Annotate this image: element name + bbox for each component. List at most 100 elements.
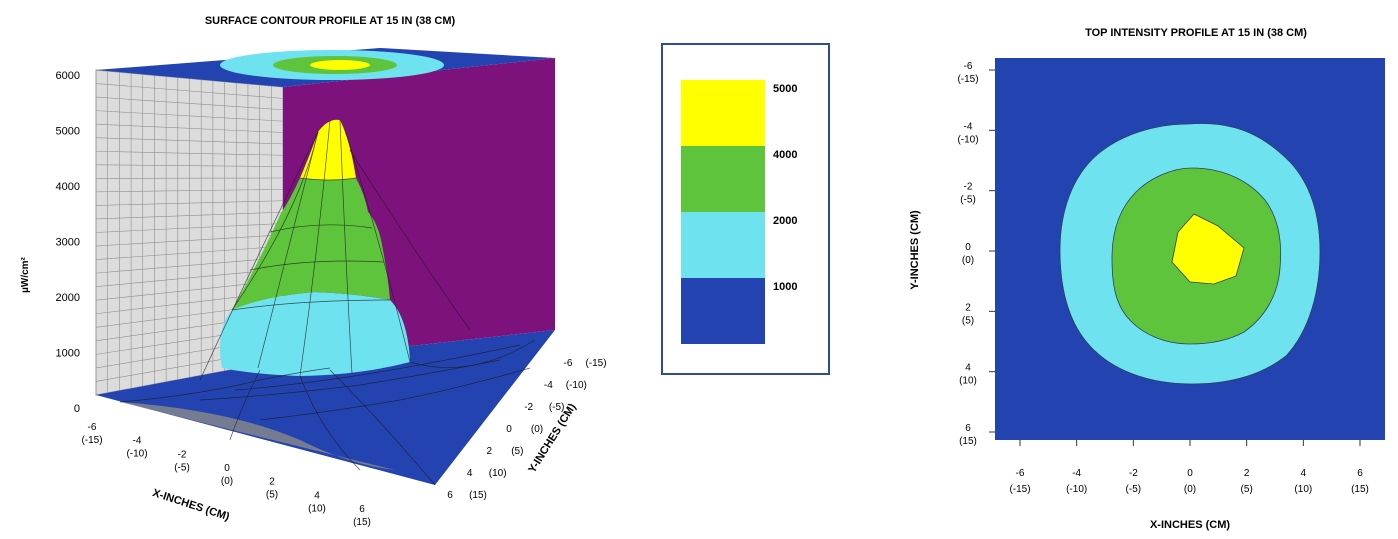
contour-y-tick-sub-label: (0) <box>962 255 974 266</box>
surface-mesh-line <box>349 149 471 331</box>
contour-y-tick-sub-label: (-5) <box>960 195 976 206</box>
surface-mesh-line <box>257 131 319 369</box>
lid-contour-4000 <box>310 60 370 70</box>
wall-gridline <box>95 211 284 220</box>
contour-x-axis-label: X-INCHES (CM) <box>1150 519 1230 531</box>
surface-mesh-line <box>299 119 331 377</box>
y-tick-sub-label: (-5) <box>549 402 565 413</box>
wall-gridline <box>95 96 284 111</box>
y-tick-label: 4 <box>467 468 473 479</box>
wall-gridline <box>95 257 284 274</box>
surface-mesh-line <box>249 260 385 271</box>
contour-y-tick-label: -6 <box>964 61 973 72</box>
legend-swatch <box>681 212 765 278</box>
x-tick-sub-label: (0) <box>221 476 233 487</box>
x-tick-label: 6 <box>359 504 365 515</box>
wall-gridline <box>95 234 284 247</box>
surface-band-1000 <box>219 292 410 376</box>
contour-x-tick-label: 4 <box>1301 468 1307 479</box>
wall-gridline <box>95 164 284 167</box>
z-axis-label: µW/cm² <box>20 256 31 292</box>
x-tick-label: -6 <box>88 422 97 433</box>
surface-mesh-line <box>329 369 436 486</box>
contour-y-tick-sub-label: (10) <box>959 376 977 387</box>
contour-y-tick-sub-label: (15) <box>959 436 977 447</box>
legend-label: 5000 <box>773 83 797 95</box>
legend-label: 1000 <box>773 281 797 293</box>
x-tick-sub-label: (-10) <box>126 449 147 460</box>
contour-x-tick-label: -4 <box>1072 468 1081 479</box>
wall-gridline <box>95 110 284 122</box>
legend-swatch <box>681 278 765 344</box>
z-tick-label: 4000 <box>56 181 80 193</box>
contour-x-tick-label: -6 <box>1016 468 1025 479</box>
wall-gridline <box>95 123 284 133</box>
y-tick-sub-label: (10) <box>489 468 507 479</box>
surface-mesh-line <box>339 119 353 375</box>
x-axis-label: X-INCHES (CM) <box>151 487 231 523</box>
contour-y-tick-label: 4 <box>965 363 971 374</box>
contour-x-tick-sub-label: (5) <box>1241 484 1253 495</box>
contour-x-tick-sub-label: (-15) <box>1009 484 1030 495</box>
contour-y-axis: -6 (-15) -4 (-10) -2 (-5) 0 (0) 2 (5) 4 (10) 6 (15) <box>957 61 995 447</box>
x-axis: -6 (-15) -4 (-10) -2 (-5) 0 (0) 2 (5) 4 (10) 6 (15) <box>81 422 370 528</box>
legend-swatch <box>681 146 765 212</box>
surface-mesh <box>119 119 536 486</box>
contour-band-4000 <box>1171 213 1245 285</box>
contour-y-tick-label: -4 <box>964 121 973 132</box>
surface-chart: SURFACE CONTOUR PROFILE AT 15 IN (38 CM)… <box>20 15 607 528</box>
surface-mesh-line <box>234 344 521 391</box>
contour-y-tick-label: 2 <box>965 302 971 313</box>
floor <box>96 330 555 485</box>
contour-x-tick-sub-label: (-5) <box>1126 484 1142 495</box>
contour-y-axis-label: Y-INCHES (CM) <box>909 210 921 290</box>
contour-y-tick-sub-label: (5) <box>962 315 974 326</box>
z-tick-label: 5000 <box>56 126 80 138</box>
surface-mesh-line <box>299 177 357 181</box>
y-tick-label: -6 <box>564 358 573 369</box>
contour-y-tick-label: 0 <box>965 242 971 253</box>
surface-mesh-line <box>259 367 531 421</box>
z-tick-label: 1000 <box>56 348 80 360</box>
y-tick-label: 2 <box>487 446 493 457</box>
contour-x-tick-sub-label: (-10) <box>1066 484 1087 495</box>
z-tick-label: 3000 <box>56 237 80 249</box>
y-tick-label: -2 <box>524 402 533 413</box>
surface-band-2000-upper <box>280 178 368 215</box>
legend-label: 4000 <box>773 149 797 161</box>
wall-gridline <box>95 83 284 99</box>
surface-band-2000 <box>232 198 390 310</box>
wall-gridline <box>95 150 284 156</box>
contour-y-tick-sub-label: (-15) <box>957 74 978 85</box>
x-tick-sub-label: (-5) <box>174 462 190 473</box>
wall-gridline <box>95 223 284 233</box>
contour-chart-title: TOP INTENSITY PROFILE AT 15 IN (38 CM) <box>1085 27 1307 39</box>
contour-y-tick-sub-label: (-10) <box>957 134 978 145</box>
contour-x-tick-label: 6 <box>1357 468 1363 479</box>
y-tick-sub-label: (15) <box>469 490 487 501</box>
y-tick-label: 6 <box>447 490 453 501</box>
contour-x-tick-sub-label: (10) <box>1294 484 1312 495</box>
wall-gridline <box>95 245 284 260</box>
y-tick-sub-label: (0) <box>531 424 543 435</box>
x-tick-sub-label: (10) <box>308 503 326 514</box>
wall-gridline <box>95 200 284 206</box>
contour-x-tick-label: -2 <box>1129 468 1138 479</box>
y-tick-sub-label: (-15) <box>585 358 606 369</box>
floor-shadow <box>120 402 395 470</box>
surface-mesh-line <box>344 129 411 363</box>
contour-x-tick-sub-label: (15) <box>1351 484 1369 495</box>
contour-x-tick-sub-label: (0) <box>1184 484 1196 495</box>
wall-gridline <box>95 268 284 287</box>
x-tick-label: 4 <box>314 490 320 501</box>
contour-x-axis: -6 (-15) -4 (-10) -2 (-5) 0 (0) 2 (5) 4 (10) 6 (15) <box>1009 440 1369 495</box>
x-tick-label: 2 <box>269 477 275 488</box>
surface-mesh-line <box>231 299 391 311</box>
y-tick-sub-label: (-10) <box>566 380 587 391</box>
y-tick-sub-label: (5) <box>511 446 523 457</box>
surface-chart-title: SURFACE CONTOUR PROFILE AT 15 IN (38 CM) <box>205 15 456 27</box>
x-tick-label: -2 <box>178 449 187 460</box>
z-tick-label: 2000 <box>56 292 80 304</box>
contour-y-tick-label: 6 <box>965 423 971 434</box>
legend-label: 2000 <box>773 215 797 227</box>
